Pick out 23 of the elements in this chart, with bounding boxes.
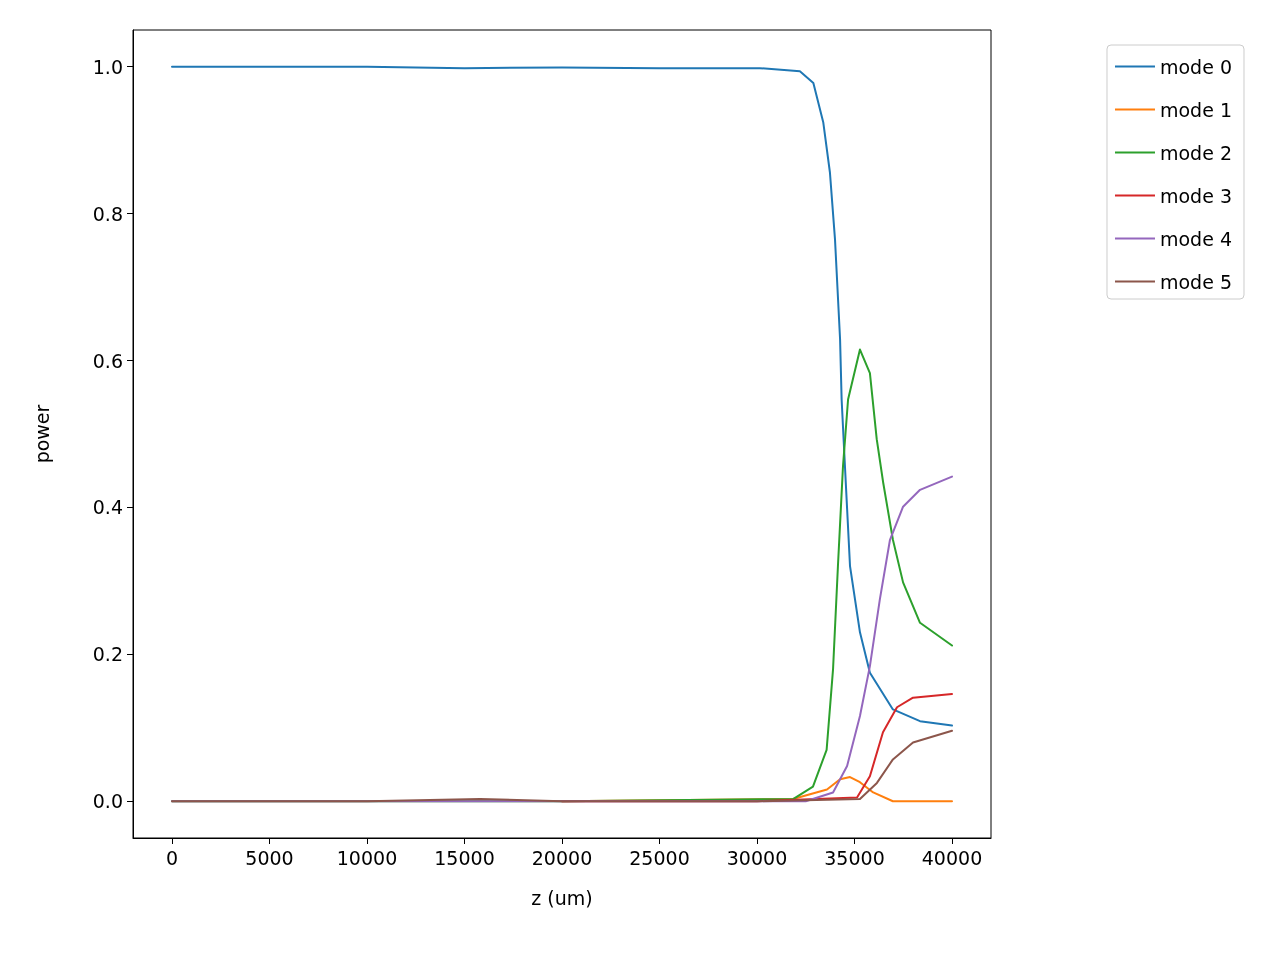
y-tick-label: 1.0: [92, 55, 123, 78]
x-tick-label: 30000: [726, 846, 788, 869]
x-axis-title: z (um): [531, 886, 593, 909]
x-tick-label: 40000: [921, 846, 983, 869]
legend-label: mode 0: [1159, 55, 1232, 78]
x-tick-label: 5000: [245, 846, 294, 869]
y-tick-label: 0.2: [92, 643, 123, 666]
y-tick-label: 0.0: [92, 790, 123, 813]
x-tick-label: 20000: [531, 846, 593, 869]
x-tick-label: 10000: [336, 846, 398, 869]
y-tick-label: 0.4: [92, 496, 123, 519]
legend-label: mode 1: [1159, 98, 1232, 121]
legend-label: mode 5: [1159, 270, 1232, 293]
y-tick-label: 0.8: [92, 202, 123, 225]
y-axis-title: power: [30, 404, 53, 464]
legend-label: mode 3: [1159, 184, 1232, 207]
x-tick-label: 25000: [629, 846, 690, 869]
legend-label: mode 4: [1159, 227, 1232, 250]
y-tick-label: 0.6: [92, 349, 123, 372]
x-tick-label: 35000: [824, 846, 885, 869]
x-tick-label: 15000: [434, 846, 495, 869]
x-tick-label: 0: [165, 846, 179, 869]
legend-label: mode 2: [1159, 141, 1232, 164]
